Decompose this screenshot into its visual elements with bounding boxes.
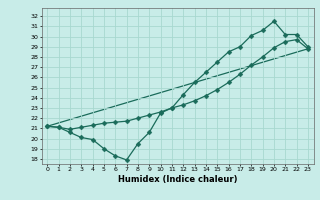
X-axis label: Humidex (Indice chaleur): Humidex (Indice chaleur) <box>118 175 237 184</box>
